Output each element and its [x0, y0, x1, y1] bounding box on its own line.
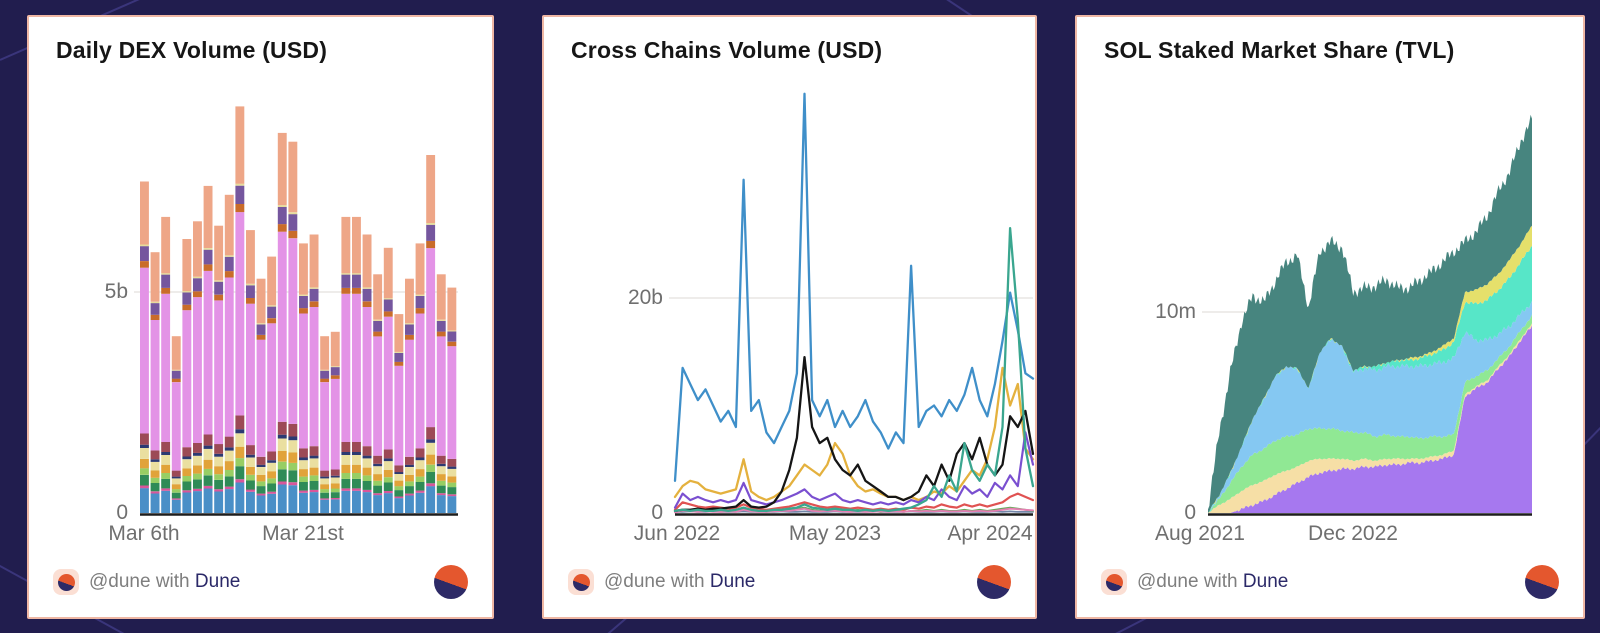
dune-brand-link[interactable]: Dune — [194, 571, 241, 592]
attribution-text: @dune with Dune — [604, 571, 755, 593]
x-axis-tick-jun2022: Jun 2022 — [633, 522, 721, 545]
cross-chains-line-chart — [669, 92, 1035, 516]
attribution-prefix: @dune with — [89, 571, 190, 592]
x-axis-tick-dec2022: Dec 2022 — [1308, 522, 1398, 545]
dex-volume-stacked-bar-chart — [134, 106, 458, 516]
attribution-footer: @dune with Dune — [568, 569, 755, 595]
y-axis-tick-0: 0 — [651, 501, 663, 524]
sol-staked-stacked-area-chart — [1202, 114, 1532, 516]
dune-logo-icon — [53, 569, 79, 595]
chart-title: SOL Staked Market Share (TVL) — [1104, 37, 1455, 63]
y-axis-tick-0: 0 — [116, 501, 128, 524]
dune-brand-link[interactable]: Dune — [1242, 571, 1289, 592]
attribution-prefix: @dune with — [1137, 571, 1238, 592]
attribution-text: @dune with Dune — [1137, 571, 1288, 593]
dune-brand-link[interactable]: Dune — [709, 571, 756, 592]
chart-title: Cross Chains Volume (USD) — [571, 37, 883, 63]
dune-circle-icon — [1105, 573, 1123, 591]
attribution-footer: @dune with Dune — [1101, 569, 1288, 595]
x-axis-tick-mar21: Mar 21st — [262, 522, 344, 545]
chart-card-cross-chains-volume: Cross Chains Volume (USD) 20b 0 Jun 2022… — [542, 15, 1037, 619]
chart-card-sol-staked-market-share: SOL Staked Market Share (TVL) 10m 0 Aug … — [1075, 15, 1585, 619]
x-axis-tick-mar6: Mar 6th — [108, 522, 180, 545]
dune-watermark-logo — [434, 565, 468, 599]
dune-circle-icon — [572, 573, 590, 591]
dune-circle-icon — [57, 573, 75, 591]
attribution-text: @dune with Dune — [89, 571, 240, 593]
dune-watermark-logo — [977, 565, 1011, 599]
x-axis-tick-may2023: May 2023 — [788, 522, 882, 545]
chart-card-daily-dex-volume: Daily DEX Volume (USD) 5b 0 Mar 6th Mar … — [27, 15, 494, 619]
attribution-prefix: @dune with — [604, 571, 705, 592]
y-axis-tick-0: 0 — [1184, 501, 1196, 524]
y-axis-tick-10m: 10m — [1155, 300, 1196, 323]
attribution-footer: @dune with Dune — [53, 569, 240, 595]
y-axis-tick-5b: 5b — [104, 280, 128, 303]
x-axis-tick-apr2024: Apr 2024 — [947, 522, 1033, 545]
dune-logo-icon — [568, 569, 594, 595]
x-axis-tick-aug2021: Aug 2021 — [1155, 522, 1245, 545]
dune-logo-icon — [1101, 569, 1127, 595]
y-axis-tick-20b: 20b — [627, 286, 663, 309]
chart-title: Daily DEX Volume (USD) — [56, 37, 328, 63]
dune-watermark-logo — [1525, 565, 1559, 599]
